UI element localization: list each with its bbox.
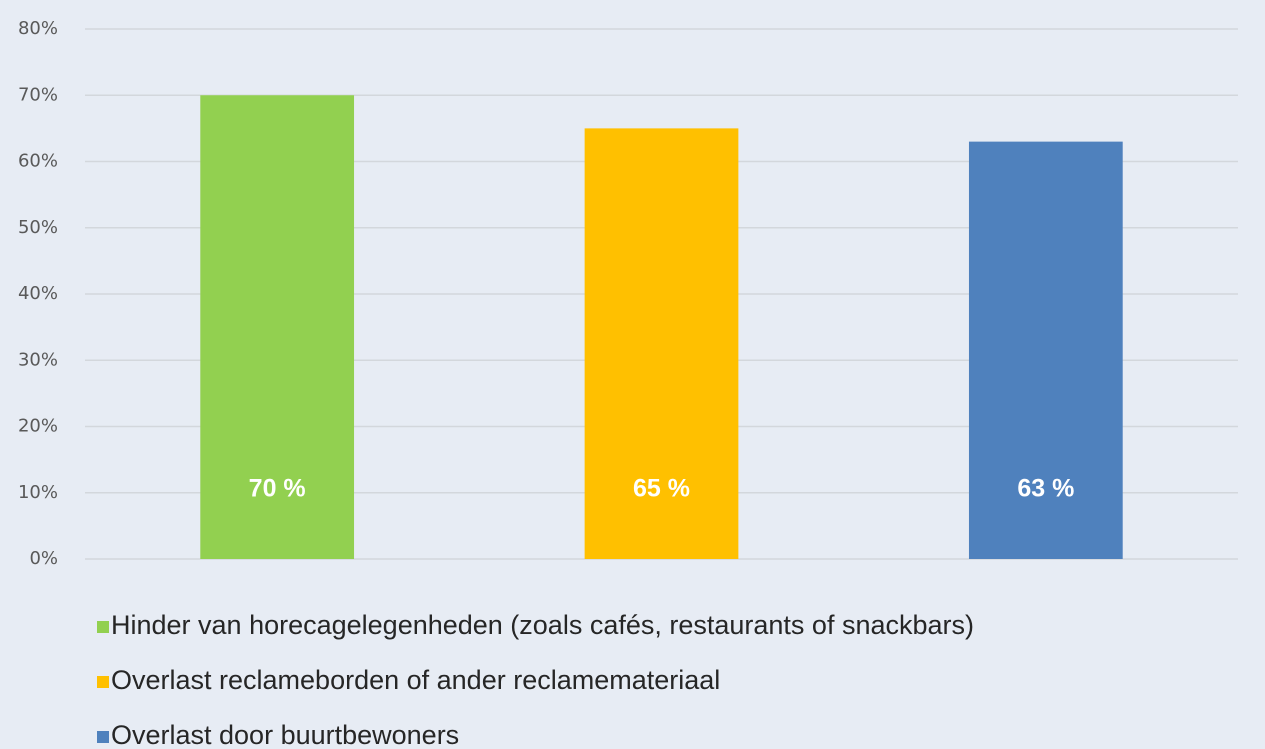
legend-swatch xyxy=(97,731,109,743)
y-tick-label: 20% xyxy=(18,416,58,437)
y-tick-label: 60% xyxy=(18,151,58,172)
y-tick-label: 70% xyxy=(18,84,58,105)
legend-label: Hinder van horecagelegenheden (zoals caf… xyxy=(111,610,974,640)
legend-label: Overlast reclameborden of ander reclamem… xyxy=(111,665,720,695)
value-label: 65 % xyxy=(633,475,690,503)
value-label: 70 % xyxy=(249,475,306,503)
bar xyxy=(968,141,1123,559)
legend-swatch xyxy=(97,621,109,633)
legend-swatch xyxy=(97,676,109,688)
y-tick-label: 10% xyxy=(18,482,58,503)
legend-label: Overlast door buurtbewoners xyxy=(111,720,459,749)
y-tick-label: 0% xyxy=(29,548,58,569)
y-tick-label: 50% xyxy=(18,217,58,238)
y-tick-label: 80% xyxy=(18,18,58,39)
y-tick-label: 40% xyxy=(18,283,58,304)
bar xyxy=(200,95,355,559)
y-tick-label: 30% xyxy=(18,349,58,370)
bar xyxy=(584,128,739,559)
value-label: 63 % xyxy=(1017,475,1074,503)
